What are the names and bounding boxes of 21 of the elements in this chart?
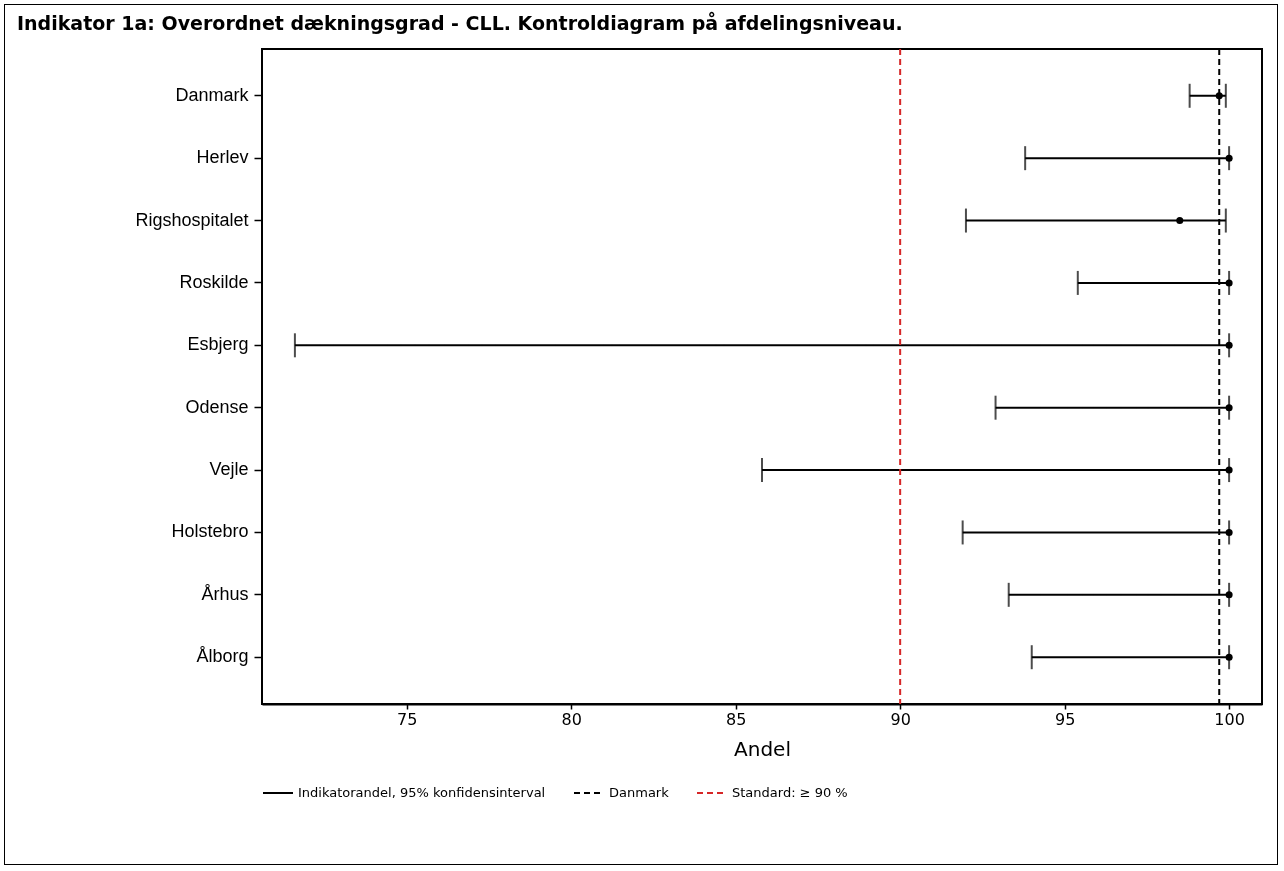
legend-label: Indikatorandel, 95% konfidensinterval [298, 785, 546, 800]
legend-label: Danmark [609, 785, 670, 800]
y-tick-label: Danmark [175, 84, 250, 105]
legend-label: Standard: ≥ 90 % [732, 785, 848, 800]
y-tick-label: Vejle [209, 459, 249, 480]
x-tick-label: 90 [890, 709, 911, 729]
x-axis-title: Andel [734, 736, 791, 761]
x-tick-label: 85 [726, 709, 747, 729]
x-tick-label: 75 [397, 709, 418, 729]
y-tick-label: Ålborg [196, 646, 249, 667]
x-tick-label: 100 [1214, 709, 1245, 729]
y-tick-label: Holstebro [171, 521, 249, 542]
y-tick-label: Århus [201, 583, 249, 604]
y-tick-label: Herlev [196, 147, 249, 168]
y-tick-label: Roskilde [179, 271, 249, 292]
x-tick-label: 80 [561, 709, 582, 729]
y-tick-label: Rigshospitalet [135, 209, 249, 230]
y-tick-label: Esbjerg [187, 334, 249, 355]
y-tick-label: Odense [185, 396, 249, 417]
x-tick-label: 95 [1054, 709, 1076, 729]
chart-title: Indikator 1a: Overordnet dækningsgrad - CLL. Kontroldiagram på afdelingsniveau. [17, 11, 903, 34]
